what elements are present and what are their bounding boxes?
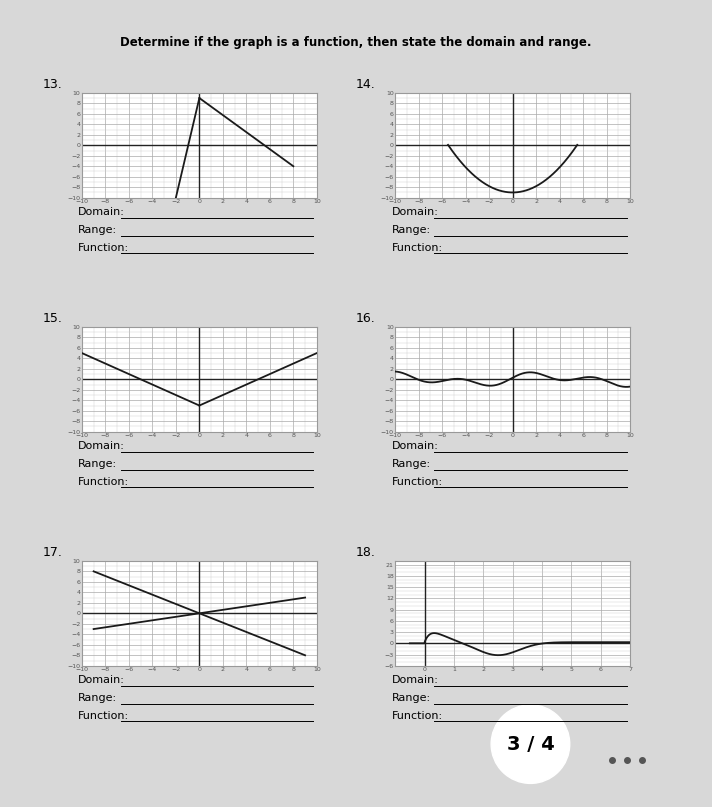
Text: 14.: 14. — [356, 78, 376, 91]
Text: Domain:: Domain: — [392, 675, 439, 685]
Circle shape — [491, 705, 570, 784]
Text: 17.: 17. — [43, 546, 63, 559]
Text: Range:: Range: — [78, 225, 117, 235]
Text: Domain:: Domain: — [392, 441, 439, 451]
Text: Function:: Function: — [78, 477, 130, 487]
Text: 13.: 13. — [43, 78, 63, 91]
Text: Function:: Function: — [392, 243, 443, 253]
Text: Domain:: Domain: — [78, 207, 125, 217]
Text: Domain:: Domain: — [78, 441, 125, 451]
Text: 3 / 4: 3 / 4 — [506, 734, 555, 754]
Text: Determine if the graph is a function, then state the domain and range.: Determine if the graph is a function, th… — [120, 36, 592, 49]
Text: Domain:: Domain: — [78, 675, 125, 685]
Text: Function:: Function: — [392, 711, 443, 721]
Text: Range:: Range: — [78, 693, 117, 703]
Text: Range:: Range: — [78, 459, 117, 469]
Text: Function:: Function: — [78, 243, 130, 253]
Text: Function:: Function: — [78, 711, 130, 721]
Text: 15.: 15. — [43, 312, 63, 325]
Text: Range:: Range: — [392, 459, 431, 469]
Text: 18.: 18. — [356, 546, 376, 559]
Text: Range:: Range: — [392, 225, 431, 235]
Text: Range:: Range: — [392, 693, 431, 703]
Text: Domain:: Domain: — [392, 207, 439, 217]
Text: 16.: 16. — [356, 312, 376, 325]
Text: Function:: Function: — [392, 477, 443, 487]
